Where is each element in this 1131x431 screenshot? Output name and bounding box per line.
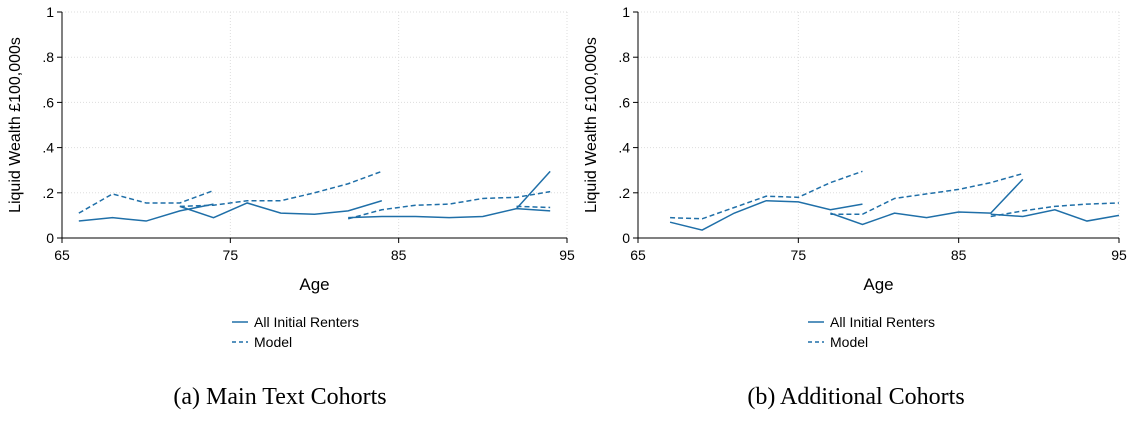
y-tick-label: 1 <box>622 4 630 20</box>
series-line <box>830 178 1024 226</box>
y-tick-label: 0 <box>622 230 630 246</box>
series-line <box>348 207 551 219</box>
series-line <box>830 172 1024 216</box>
x-tick-label: 95 <box>559 247 575 263</box>
x-axis-label: Age <box>863 275 893 294</box>
x-tick-label: 65 <box>54 247 70 263</box>
x-tick-label: 85 <box>951 247 967 263</box>
y-axis-label: Liquid Wealth £100,000s <box>583 37 600 213</box>
y-axis-label: Liquid Wealth £100,000s <box>7 37 24 213</box>
series-line <box>179 199 383 219</box>
y-tick-label: .8 <box>42 49 54 65</box>
series-line <box>515 170 551 210</box>
y-tick-label: .4 <box>42 140 54 156</box>
legend-label: All Initial Renters <box>254 314 359 330</box>
y-tick-label: .2 <box>618 185 630 201</box>
caption: (b) Additional Cohorts <box>747 384 964 410</box>
series-line <box>78 189 214 214</box>
legend-label: Model <box>830 334 868 350</box>
x-axis-label: Age <box>299 275 329 294</box>
series-line <box>179 170 383 208</box>
y-tick-label: 1 <box>46 4 54 20</box>
x-tick-label: 75 <box>791 247 807 263</box>
y-tick-label: .2 <box>42 185 54 201</box>
legend-label: Model <box>254 334 292 350</box>
y-tick-label: .6 <box>42 94 54 110</box>
caption: (a) Main Text Cohorts <box>173 384 386 410</box>
series-line <box>670 170 863 220</box>
x-tick-label: 85 <box>391 247 407 263</box>
series-line <box>990 208 1120 222</box>
legend-label: All Initial Renters <box>830 314 935 330</box>
series-line <box>78 203 214 222</box>
series-line <box>516 205 551 209</box>
y-tick-label: .6 <box>618 94 630 110</box>
series-line <box>990 202 1120 218</box>
y-tick-label: 0 <box>46 230 54 246</box>
series-line <box>347 190 551 220</box>
x-tick-label: 75 <box>223 247 239 263</box>
y-tick-label: .8 <box>618 49 630 65</box>
series-line <box>669 199 863 231</box>
x-tick-label: 65 <box>630 247 646 263</box>
y-tick-label: .4 <box>618 140 630 156</box>
x-tick-label: 95 <box>1111 247 1127 263</box>
